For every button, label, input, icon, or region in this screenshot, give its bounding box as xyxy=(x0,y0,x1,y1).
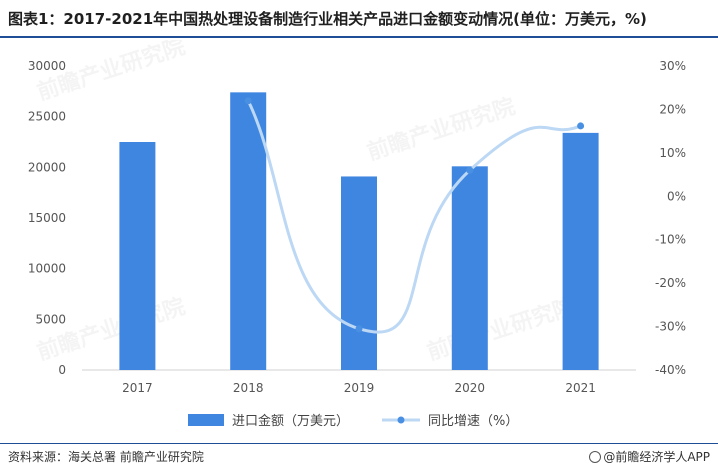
left-tick-label: 20000 xyxy=(28,160,66,174)
left-tick-label: 25000 xyxy=(28,110,66,124)
legend: 进口金额（万美元） 同比增速（%） xyxy=(188,413,518,429)
right-tick-label: -20% xyxy=(655,276,686,290)
x-tick-label: 2020 xyxy=(455,381,486,395)
right-tick-label: -30% xyxy=(655,320,686,334)
growth-line xyxy=(246,100,582,334)
growth-point xyxy=(577,122,585,130)
legend-bar-swatch xyxy=(188,414,224,426)
title-divider xyxy=(0,36,718,38)
legend-line-marker xyxy=(397,416,405,424)
right-tick-label: 0% xyxy=(667,189,686,203)
brand-text: @前瞻经济学人APP xyxy=(603,450,710,464)
right-tick-label: -40% xyxy=(655,363,686,377)
bar xyxy=(341,176,377,370)
growth-line-series xyxy=(244,97,585,334)
watermark-text: 前瞻产业研究院 xyxy=(424,293,579,365)
x-tick-label: 2017 xyxy=(122,381,153,395)
bar xyxy=(119,142,156,370)
growth-point xyxy=(355,325,363,333)
right-tick-label: -10% xyxy=(655,233,686,247)
legend-bar-label: 进口金额（万美元） xyxy=(232,413,349,429)
left-axis-ticks: 0 5000 10000 15000 20000 25000 30000 xyxy=(28,59,66,377)
growth-point xyxy=(244,97,252,105)
bar xyxy=(562,132,599,370)
right-tick-label: 20% xyxy=(659,102,686,116)
brand-logo-icon xyxy=(589,451,602,463)
left-tick-label: 0 xyxy=(58,363,66,377)
brand-credit: @前瞻经济学人APP xyxy=(589,447,710,467)
left-tick-label: 30000 xyxy=(28,59,66,73)
legend-line-label: 同比增速（%） xyxy=(428,414,518,429)
watermark-text: 前瞻产业研究院 xyxy=(34,293,189,365)
right-tick-label: 30% xyxy=(659,59,686,73)
left-tick-label: 5000 xyxy=(35,312,66,326)
chart-title: 图表1：2017-2021年中国热处理设备制造行业相关产品进口金额变动情况(单位… xyxy=(8,10,647,28)
left-tick-label: 10000 xyxy=(28,262,66,276)
left-tick-label: 15000 xyxy=(28,211,66,225)
bar xyxy=(451,166,488,370)
watermark-text: 前瞻产业研究院 xyxy=(364,93,519,165)
growth-point xyxy=(466,166,474,174)
x-tick-label: 2021 xyxy=(565,381,596,395)
right-tick-label: 10% xyxy=(659,146,686,160)
x-tick-label: 2018 xyxy=(233,381,264,395)
right-axis-ticks: -40% -30% -20% -10% 0% 10% 20% 30% xyxy=(655,59,686,377)
source-note: 资料来源：海关总署 前瞻产业研究院 xyxy=(8,450,204,464)
bar xyxy=(230,92,267,370)
x-axis-ticks: 2017 2018 2019 2020 2021 xyxy=(122,381,596,395)
x-tick-label: 2019 xyxy=(344,381,375,395)
bar-series xyxy=(119,92,599,370)
footer-divider xyxy=(0,443,718,444)
